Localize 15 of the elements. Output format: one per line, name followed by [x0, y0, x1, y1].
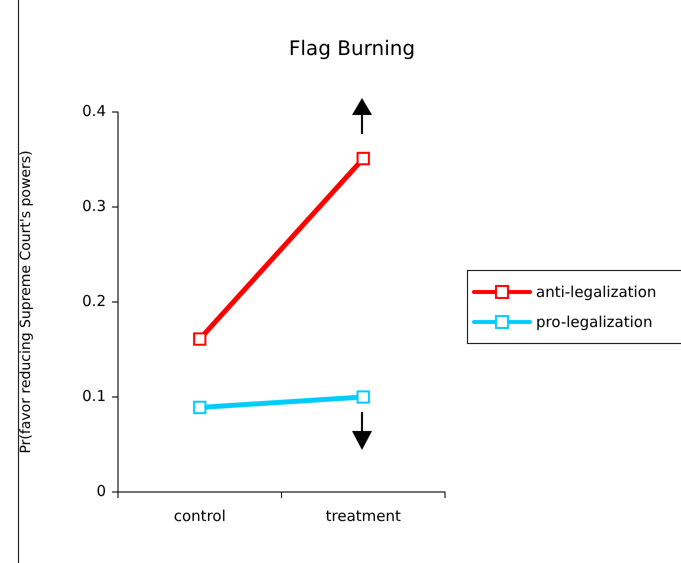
- y-tick-label: 0.2: [82, 292, 106, 310]
- y-axis-title: Pr(favor reducing Supreme Court's powers): [18, 150, 34, 454]
- y-tick-label: 0.4: [82, 102, 106, 120]
- point: [193, 332, 206, 346]
- y-tick-label: 0.1: [82, 386, 106, 405]
- chart-title: Flag Burning: [288, 36, 416, 60]
- point: [193, 400, 206, 414]
- x-tick-label: treatment: [326, 506, 401, 525]
- point: [356, 152, 370, 166]
- y-tick-label: 0.3: [82, 196, 106, 215]
- point: [356, 390, 370, 404]
- y-tick-label: 0: [96, 482, 106, 500]
- legend-label: anti-legalization: [536, 283, 656, 301]
- x-tick-label: control: [174, 506, 226, 525]
- legend-label: pro-legalization: [536, 313, 652, 331]
